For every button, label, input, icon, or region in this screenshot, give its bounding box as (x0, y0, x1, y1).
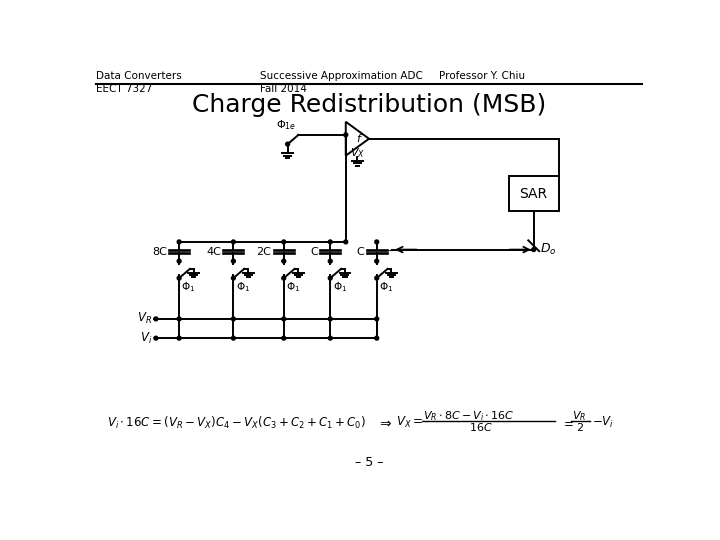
Text: $=$: $=$ (561, 416, 574, 429)
Circle shape (328, 276, 332, 280)
Circle shape (344, 240, 348, 244)
Text: $V_i \cdot 16C = (V_R - V_X)C_4 - V_X(C_3 + C_2 + C_1 + C_0)$: $V_i \cdot 16C = (V_R - V_X)C_4 - V_X(C_… (107, 415, 366, 431)
Circle shape (177, 240, 181, 244)
Text: 4C: 4C (206, 247, 221, 256)
Circle shape (375, 336, 379, 340)
Circle shape (328, 336, 332, 340)
Circle shape (375, 240, 379, 244)
Circle shape (282, 317, 286, 321)
Text: $V_R \cdot 8C - V_i \cdot 16C$: $V_R \cdot 8C - V_i \cdot 16C$ (423, 409, 515, 423)
Circle shape (231, 240, 235, 244)
Circle shape (231, 317, 235, 321)
Text: $16C$: $16C$ (469, 421, 493, 433)
Text: $V_X$: $V_X$ (350, 146, 365, 160)
Text: $\Phi_1$: $\Phi_1$ (286, 280, 300, 294)
Circle shape (328, 259, 332, 263)
Text: $V_i$: $V_i$ (140, 330, 152, 346)
Text: $\Rightarrow$: $\Rightarrow$ (377, 416, 392, 430)
Text: $\Phi_1$: $\Phi_1$ (235, 280, 250, 294)
Circle shape (231, 276, 235, 280)
Text: $V_R$: $V_R$ (137, 312, 152, 327)
Circle shape (375, 317, 379, 321)
Text: $\Phi_1$: $\Phi_1$ (379, 280, 393, 294)
Circle shape (177, 259, 181, 263)
Text: Charge Redistribution (MSB): Charge Redistribution (MSB) (192, 93, 546, 117)
Text: f: f (356, 134, 361, 144)
Circle shape (154, 336, 158, 340)
Circle shape (154, 317, 158, 321)
Text: $- V_i$: $- V_i$ (593, 415, 614, 430)
Circle shape (231, 259, 235, 263)
Text: $V_X =$: $V_X =$ (396, 415, 423, 430)
Text: Data Converters
EECT 7327: Data Converters EECT 7327 (96, 71, 182, 94)
Circle shape (375, 276, 379, 280)
Circle shape (344, 133, 348, 137)
Circle shape (282, 336, 286, 340)
Circle shape (286, 142, 289, 146)
Text: Professor Y. Chiu: Professor Y. Chiu (438, 71, 525, 81)
Circle shape (328, 317, 332, 321)
Circle shape (375, 259, 379, 263)
Text: – 5 –: – 5 – (355, 456, 383, 469)
Text: Successive Approximation ADC
Fall 2014: Successive Approximation ADC Fall 2014 (261, 71, 423, 94)
Circle shape (231, 336, 235, 340)
Text: $2$: $2$ (576, 421, 584, 433)
Circle shape (328, 240, 332, 244)
Circle shape (282, 259, 286, 263)
Text: 2C: 2C (256, 247, 271, 256)
Circle shape (177, 336, 181, 340)
Bar (508, 177, 559, 211)
Text: 8C: 8C (152, 247, 167, 256)
Text: $\Phi_1$: $\Phi_1$ (333, 280, 347, 294)
Circle shape (282, 276, 286, 280)
Text: SAR: SAR (520, 187, 548, 201)
Text: C: C (356, 247, 364, 256)
Circle shape (282, 240, 286, 244)
Text: $D_o$: $D_o$ (540, 242, 557, 257)
Circle shape (177, 276, 181, 280)
Text: $\Phi_1$: $\Phi_1$ (181, 280, 196, 294)
Circle shape (177, 317, 181, 321)
Text: $\Phi_{1e}$: $\Phi_{1e}$ (276, 118, 296, 132)
Text: C: C (310, 247, 318, 256)
Text: $V_R$: $V_R$ (572, 409, 586, 423)
Circle shape (532, 248, 536, 252)
